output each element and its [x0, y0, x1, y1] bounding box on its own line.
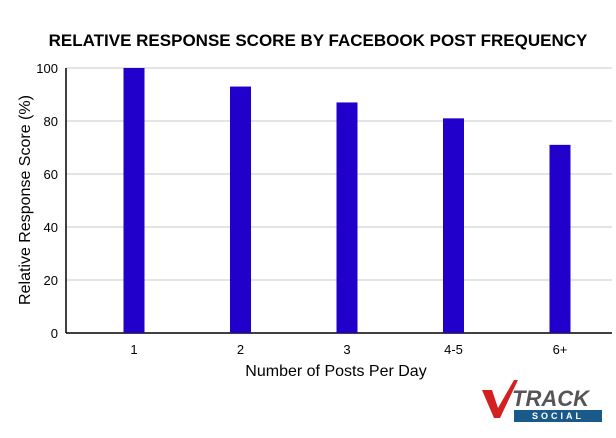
y-tick-label: 0	[51, 326, 58, 341]
logo-v-mark-icon	[482, 380, 518, 418]
y-tick-labels: 0 20 40 60 80 100	[36, 61, 58, 341]
logo-sub-background	[514, 410, 602, 422]
x-tick-labels: 1 2 3 4-5 6+	[130, 342, 567, 357]
y-tick-label: 60	[44, 167, 58, 182]
x-tick-label: 1	[130, 342, 137, 357]
logo-brand-main: TRACK	[512, 386, 591, 411]
y-tick-label: 100	[36, 61, 58, 76]
vtrack-social-logo: TRACK SOCIAL	[482, 380, 602, 422]
y-tick-label: 20	[44, 273, 58, 288]
bar-6+	[549, 144, 571, 333]
bar-1	[123, 68, 145, 333]
logo-brand-sub: SOCIAL	[532, 411, 584, 421]
x-tick-label: 4-5	[444, 342, 463, 357]
chart-title: RELATIVE RESPONSE SCORE BY FACEBOOK POST…	[49, 31, 588, 50]
bar-3	[336, 102, 358, 333]
x-tick-label: 6+	[553, 342, 568, 357]
x-tick-label: 3	[343, 342, 350, 357]
y-tick-label: 40	[44, 220, 58, 235]
bars	[123, 68, 571, 333]
y-tick-label: 80	[44, 114, 58, 129]
x-axis-label: Number of Posts Per Day	[245, 363, 426, 380]
bar-2	[230, 86, 251, 333]
x-tick-label: 2	[237, 342, 244, 357]
bar-4-5	[443, 118, 464, 333]
y-axis-label: Relative Response Score (%)	[17, 95, 34, 305]
